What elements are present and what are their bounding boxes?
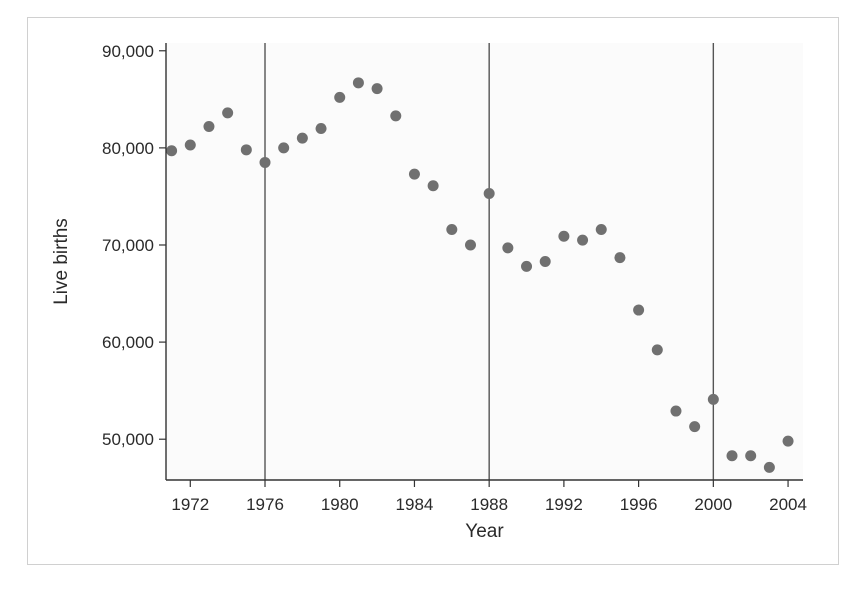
data-point [259, 156, 271, 168]
x-tick-label: 1980 [321, 495, 359, 514]
data-point [577, 234, 589, 246]
y-axis-ticks: 50,000 60,000 70,000 80,000 90,000 [102, 42, 166, 449]
y-tick-label: 80,000 [102, 139, 154, 158]
y-tick-label: 60,000 [102, 333, 154, 352]
data-point [334, 91, 346, 103]
data-point [446, 223, 458, 235]
x-tick-label: 1996 [620, 495, 658, 514]
x-axis-ticks: 1972 1976 1980 1984 1988 1992 1996 2000 2004 [171, 480, 807, 514]
y-tick-label: 50,000 [102, 430, 154, 449]
data-point [427, 180, 439, 192]
data-point [278, 142, 290, 154]
data-point [595, 223, 607, 235]
x-tick-label: 1984 [396, 495, 434, 514]
data-point [763, 461, 775, 473]
x-tick-label: 1988 [470, 495, 508, 514]
data-point [464, 239, 476, 251]
y-axis-title: Live births [51, 218, 72, 305]
data-point [726, 450, 738, 462]
data-point [614, 252, 626, 264]
reference-lines [264, 43, 715, 480]
data-point [184, 139, 196, 151]
data-point [521, 260, 533, 272]
data-point [670, 405, 682, 417]
data-point [166, 145, 178, 157]
data-point [240, 144, 252, 156]
data-point [502, 242, 514, 254]
axes [165, 43, 803, 481]
data-point [707, 393, 719, 405]
x-axis-title: Year [465, 521, 504, 542]
data-point [745, 450, 757, 462]
data-point [222, 107, 234, 119]
data-point [689, 421, 701, 433]
x-tick-label: 1992 [545, 495, 583, 514]
y-tick-label: 70,000 [102, 236, 154, 255]
data-point [371, 83, 383, 95]
data-point [203, 121, 215, 133]
x-tick-label: 2004 [769, 495, 807, 514]
data-point [390, 110, 402, 122]
data-point [633, 304, 645, 316]
y-tick-label: 90,000 [102, 42, 154, 61]
plot-background [166, 43, 803, 480]
data-point [483, 188, 495, 200]
data-point [352, 77, 364, 89]
data-point [296, 132, 308, 144]
data-point [408, 168, 420, 180]
data-point [315, 122, 327, 134]
x-tick-label: 2000 [694, 495, 732, 514]
x-tick-label: 1972 [171, 495, 209, 514]
data-point [539, 256, 551, 267]
data-point [651, 344, 663, 356]
data-points [166, 77, 794, 473]
data-point [558, 230, 570, 242]
data-point [782, 435, 794, 447]
x-tick-label: 1976 [246, 495, 284, 514]
